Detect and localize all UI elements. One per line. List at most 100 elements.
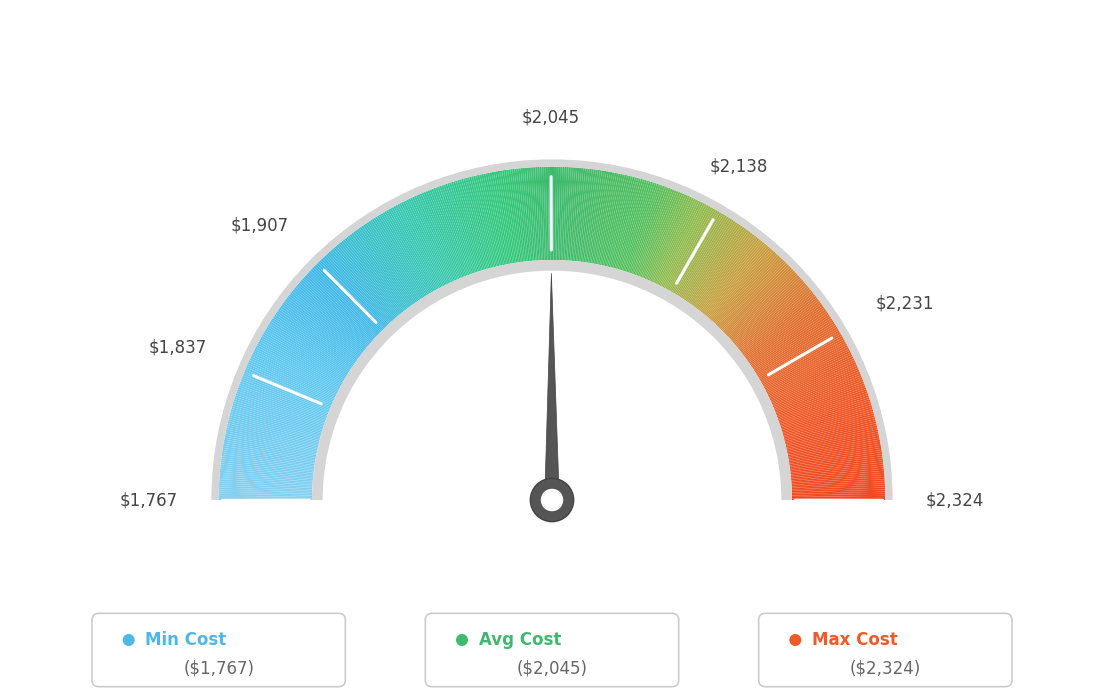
Wedge shape [351,233,408,308]
Wedge shape [333,247,395,319]
Wedge shape [778,387,867,420]
Wedge shape [535,167,541,260]
Wedge shape [676,214,725,295]
Wedge shape [290,293,364,352]
Wedge shape [667,207,712,290]
Text: $1,907: $1,907 [231,217,288,235]
Wedge shape [629,184,661,273]
Wedge shape [603,175,625,266]
Wedge shape [747,308,826,363]
Wedge shape [771,364,857,403]
Wedge shape [414,196,454,282]
Wedge shape [237,387,326,420]
Wedge shape [379,214,428,295]
Wedge shape [288,294,363,353]
Wedge shape [521,168,531,261]
Wedge shape [619,180,647,270]
Wedge shape [792,481,885,488]
Wedge shape [358,228,413,305]
Wedge shape [230,415,320,440]
Wedge shape [243,373,330,411]
Wedge shape [219,481,312,488]
Wedge shape [321,259,386,327]
Text: $2,231: $2,231 [875,295,934,313]
Wedge shape [612,177,637,268]
Wedge shape [715,255,781,325]
Wedge shape [570,168,580,261]
Wedge shape [274,315,352,368]
Wedge shape [219,494,312,497]
Wedge shape [783,407,872,435]
Wedge shape [766,351,851,394]
Wedge shape [457,180,485,270]
Wedge shape [467,177,492,268]
Wedge shape [399,203,443,287]
Wedge shape [784,415,874,440]
Wedge shape [726,272,796,337]
Wedge shape [384,211,433,293]
Wedge shape [779,395,869,426]
Text: ($2,045): ($2,045) [517,660,587,678]
Wedge shape [606,175,629,266]
Wedge shape [233,401,322,430]
Wedge shape [469,177,493,268]
Wedge shape [291,290,365,351]
Wedge shape [617,179,645,270]
Wedge shape [625,182,655,272]
Wedge shape [620,181,649,270]
Wedge shape [720,262,786,329]
Wedge shape [275,313,353,366]
Wedge shape [771,362,857,402]
Wedge shape [726,270,795,336]
Wedge shape [527,168,535,261]
Wedge shape [790,458,883,471]
Wedge shape [382,212,432,293]
Wedge shape [337,244,397,317]
Wedge shape [357,229,412,306]
Wedge shape [267,325,348,375]
Wedge shape [506,170,520,262]
Wedge shape [576,168,587,262]
Wedge shape [590,170,606,263]
Wedge shape [721,263,787,331]
Wedge shape [422,193,459,279]
Wedge shape [502,170,518,263]
Text: $1,767: $1,767 [120,491,178,509]
Wedge shape [255,347,339,391]
Wedge shape [259,337,342,384]
Wedge shape [604,175,627,266]
Wedge shape [635,187,669,275]
Wedge shape [561,167,566,260]
Wedge shape [223,446,316,462]
Wedge shape [234,397,323,427]
Wedge shape [222,450,315,466]
Wedge shape [790,456,883,470]
Wedge shape [375,217,426,297]
Wedge shape [670,210,718,292]
Wedge shape [224,440,316,458]
Wedge shape [671,211,720,293]
Wedge shape [326,254,390,324]
Wedge shape [474,176,497,267]
Wedge shape [790,464,883,476]
Wedge shape [273,316,352,369]
Wedge shape [772,366,858,404]
Wedge shape [244,371,330,409]
Wedge shape [702,241,763,314]
Wedge shape [223,442,316,460]
Wedge shape [755,323,836,374]
Wedge shape [287,296,362,354]
Wedge shape [651,197,692,282]
Wedge shape [240,381,328,416]
Wedge shape [295,286,368,347]
Wedge shape [767,353,852,395]
Wedge shape [761,336,843,383]
Wedge shape [555,167,559,260]
Wedge shape [247,364,333,403]
Wedge shape [404,200,447,285]
Wedge shape [252,353,337,395]
Wedge shape [599,173,620,265]
Wedge shape [227,421,319,445]
Wedge shape [790,466,884,477]
Wedge shape [655,199,696,284]
